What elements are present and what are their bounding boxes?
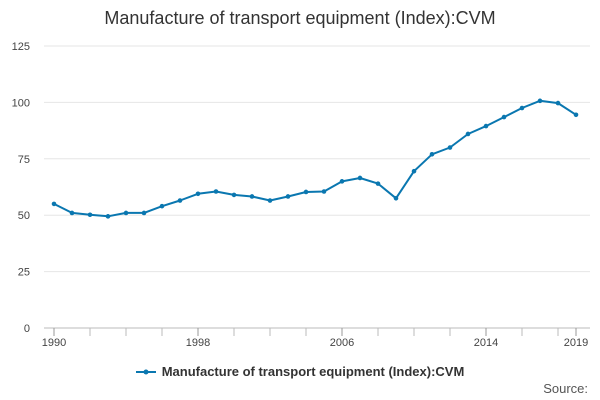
data-point bbox=[231, 192, 237, 198]
data-point bbox=[123, 210, 129, 216]
legend-line-icon bbox=[135, 369, 156, 374]
series-line bbox=[53, 99, 577, 218]
data-point bbox=[339, 179, 345, 184]
y-tick-label: 0 bbox=[24, 323, 30, 335]
data-point bbox=[267, 198, 273, 203]
data-point bbox=[375, 181, 381, 186]
data-point bbox=[141, 210, 147, 216]
data-point bbox=[105, 214, 111, 219]
y-tick-label: 25 bbox=[18, 267, 30, 279]
x-tick-label: 1998 bbox=[186, 337, 210, 349]
data-point bbox=[429, 151, 435, 157]
data-point bbox=[573, 112, 579, 118]
legend-label: Manufacture of transport equipment (Inde… bbox=[161, 364, 465, 379]
data-point bbox=[357, 175, 363, 181]
data-point bbox=[285, 194, 291, 199]
data-point bbox=[393, 195, 399, 201]
data-point bbox=[51, 201, 57, 207]
data-point bbox=[555, 100, 561, 106]
x-tick-label: 2006 bbox=[330, 337, 354, 349]
data-point bbox=[501, 114, 507, 120]
data-point bbox=[69, 210, 75, 216]
source-label: Source: bbox=[543, 381, 588, 396]
y-tick-label: 125 bbox=[12, 41, 30, 53]
x-tick-label: 2019 bbox=[564, 337, 588, 349]
y-tick-label: 100 bbox=[12, 97, 30, 109]
data-point bbox=[159, 203, 165, 209]
data-point bbox=[87, 212, 93, 218]
y-tick-label: 50 bbox=[18, 210, 30, 222]
data-point bbox=[321, 189, 327, 194]
data-point bbox=[483, 123, 489, 129]
data-point bbox=[411, 168, 417, 174]
x-tick-label: 2014 bbox=[474, 337, 498, 349]
data-point bbox=[537, 98, 543, 104]
data-point bbox=[519, 105, 525, 111]
data-point bbox=[303, 189, 309, 195]
data-point bbox=[447, 145, 453, 150]
data-point bbox=[195, 191, 201, 197]
data-point bbox=[465, 131, 471, 137]
data-point bbox=[213, 189, 219, 194]
x-tick-label: 1990 bbox=[42, 337, 66, 349]
chart-legend[interactable]: Manufacture of transport equipment (Inde… bbox=[0, 364, 600, 380]
data-point bbox=[177, 198, 183, 203]
y-tick-label: 75 bbox=[18, 154, 30, 166]
chart-title: Manufacture of transport equipment (Inde… bbox=[104, 8, 496, 28]
data-point bbox=[249, 194, 255, 199]
